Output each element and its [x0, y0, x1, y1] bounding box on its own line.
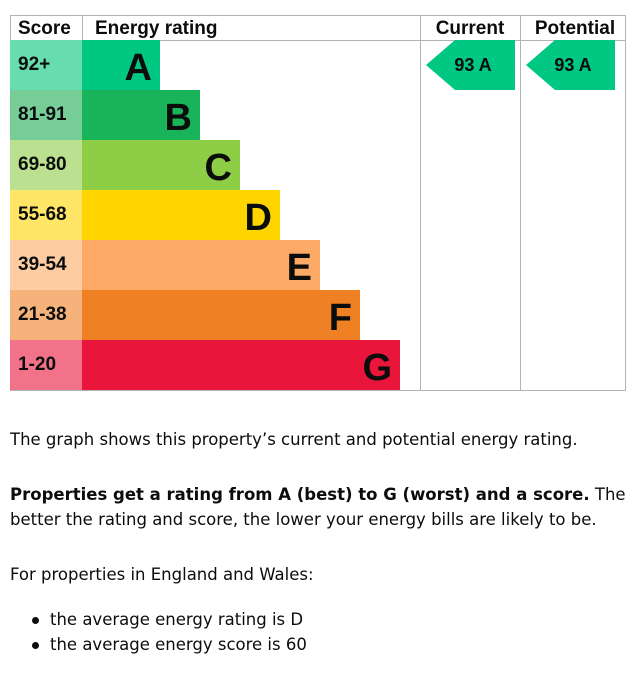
- score-label-b: 81-91: [18, 104, 67, 125]
- chart-arrows: 93 A 93 A: [426, 40, 615, 90]
- rating-bar-b: [82, 90, 200, 140]
- rating-letter-b: B: [165, 97, 192, 139]
- score-label-d: 55-68: [18, 204, 67, 225]
- region-paragraph: For properties in England and Wales:: [10, 562, 630, 587]
- rating-bar-d: [82, 190, 280, 240]
- rating-bar-f: [82, 290, 360, 340]
- score-cell-b: [10, 90, 82, 140]
- rating-bar-a: [82, 40, 160, 90]
- rating-explanation-rest: The better the rating and score, the low…: [10, 485, 626, 529]
- rating-explanation-bold: Properties get a rating from A (best) to…: [10, 485, 590, 504]
- rating-letter-f: F: [329, 297, 352, 339]
- score-cell-d: [10, 190, 82, 240]
- rating-letter-g: G: [362, 347, 392, 389]
- average-list: the average energy rating is D the avera…: [10, 607, 307, 657]
- score-cell-c: [10, 140, 82, 190]
- potential-arrow: [526, 40, 615, 90]
- rating-explanation-paragraph: Properties get a rating from A (best) to…: [10, 482, 630, 532]
- list-item-average-rating: the average energy rating is D: [10, 607, 307, 632]
- rating-bar-e: [82, 240, 320, 290]
- intro-paragraph: The graph shows this property’s current …: [10, 427, 630, 452]
- score-label-f: 21-38: [18, 304, 67, 325]
- header-score: Score: [18, 18, 71, 39]
- chart-headers: Score Energy rating Current Potential: [18, 18, 615, 39]
- rating-bar-c: [82, 140, 240, 190]
- score-label-e: 39-54: [18, 254, 67, 275]
- epc-chart: 92+ A81-91 B69-80 C55-68 D39-54 E21-38 F1-20 G …: [10, 15, 626, 391]
- rating-letter-e: E: [287, 247, 312, 289]
- header-current: Current: [436, 18, 505, 39]
- chart-bands: 92+ A 81-91 B 69-80 C 55-68 D 39-54 E 21-38 F 1-20 G: [10, 40, 400, 390]
- score-label-c: 69-80: [18, 154, 67, 175]
- list-item-average-score: the average energy score is 60: [10, 632, 307, 657]
- header-potential: Potential: [535, 18, 615, 39]
- header-energy-rating: Energy rating: [95, 18, 217, 39]
- current-arrow: [426, 40, 515, 90]
- score-cell-a: [10, 40, 82, 90]
- score-label-g: 1-20: [18, 354, 56, 375]
- score-cell-g: [10, 340, 82, 390]
- rating-letter-d: D: [245, 197, 272, 239]
- intro-text: The graph shows this property’s current …: [10, 430, 578, 449]
- score-label-a: 92+: [18, 54, 50, 75]
- current-arrow-label: 93 A: [454, 55, 491, 75]
- potential-arrow-label: 93 A: [554, 55, 591, 75]
- rating-letter-a: A: [125, 47, 152, 89]
- rating-letter-c: C: [205, 147, 232, 189]
- score-cell-f: [10, 290, 82, 340]
- rating-bar-g: [82, 340, 400, 390]
- score-cell-e: [10, 240, 82, 290]
- region-text: For properties in England and Wales:: [10, 565, 314, 584]
